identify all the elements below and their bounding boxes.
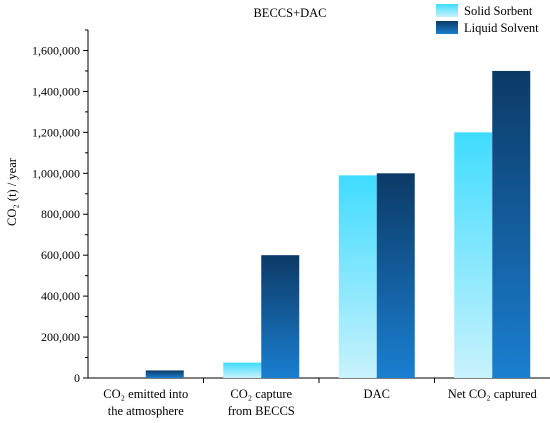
legend: Solid Sorbent Liquid Solvent xyxy=(436,4,539,35)
legend-label: Liquid Solvent xyxy=(464,21,539,35)
x-category-label: from BECCS xyxy=(228,404,295,418)
y-tick-label: 400,000 xyxy=(41,289,80,303)
x-category-label: CO₂ emitted into xyxy=(103,387,188,401)
y-tick-label: 1,400,000 xyxy=(32,84,80,98)
y-tick-label: 1,600,000 xyxy=(32,43,80,57)
y-tick-label: 600,000 xyxy=(41,248,80,262)
bar-liquid-solvent xyxy=(261,255,300,378)
bar-solid-sorbent xyxy=(338,175,377,378)
legend-label: Solid Sorbent xyxy=(464,4,533,18)
y-tick-label: 200,000 xyxy=(41,330,80,344)
bar-liquid-solvent xyxy=(376,173,415,378)
bar-solid-sorbent xyxy=(454,132,493,378)
bar-liquid-solvent xyxy=(145,370,184,378)
x-category-label: the atmosphere xyxy=(108,404,184,418)
legend-swatch xyxy=(436,4,458,17)
chart-title: BECCS+DAC xyxy=(253,6,326,20)
y-tick-label: 1,000,000 xyxy=(32,166,80,180)
legend-swatch xyxy=(436,21,458,34)
y-axis-title: CO₂ (t) / year xyxy=(5,157,19,226)
x-category-label: CO₂ capture xyxy=(230,387,292,401)
y-tick-label: 800,000 xyxy=(41,207,80,221)
x-category-label: Net CO₂ captured xyxy=(448,387,538,401)
plot-area: 0 200,000 400,000 600,000 800,000 1,000,000 1,… xyxy=(32,29,550,418)
y-tick-label: 1,200,000 xyxy=(32,125,80,139)
bar-solid-sorbent xyxy=(223,362,262,378)
bar-liquid-solvent xyxy=(492,70,531,379)
x-category-label: DAC xyxy=(364,387,390,401)
y-tick-label: 0 xyxy=(74,371,80,385)
